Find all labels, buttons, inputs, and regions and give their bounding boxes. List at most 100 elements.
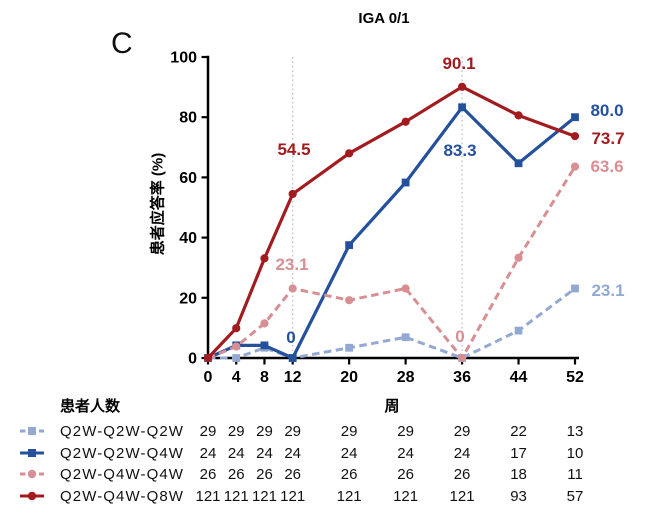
count-value-week-52: 10 <box>566 444 584 462</box>
data-label-90.1: 90.1 <box>442 54 475 73</box>
series-Q2W-Q4W-Q8W-marker <box>401 117 410 126</box>
count-value-week-20: 121 <box>336 487 362 505</box>
count-value-week-36: 29 <box>453 423 471 440</box>
series-Q2W-Q2W-Q4W-marker <box>514 159 523 168</box>
count-value-week-12: 29 <box>284 423 302 440</box>
chart-title: IGA 0/1 <box>358 10 410 27</box>
series-Q2W-Q2W-Q4W-marker <box>401 178 410 187</box>
series-Q2W-Q4W-Q4W-marker <box>514 253 523 262</box>
counts-row-Q2W-Q4W-Q8W: Q2W-Q4W-Q8W 121 121 121 121 121 121 121 93 57 <box>0 488 670 506</box>
count-value-week-20: 26 <box>340 466 358 483</box>
count-value-week-44: 22 <box>510 423 527 440</box>
count-value-week-12: 121 <box>280 487 306 505</box>
count-value-week-4: 121 <box>223 487 249 505</box>
count-value-week-36: 121 <box>449 487 475 505</box>
count-value-week-52: 13 <box>566 423 584 440</box>
data-label-80.0: 80.0 <box>590 101 623 120</box>
counts-row-label: Q2W-Q4W-Q4W <box>60 466 185 483</box>
series-line-Q2W-Q4W-Q8W <box>206 85 576 360</box>
count-value-week-44: 18 <box>510 466 527 483</box>
panel-label: C <box>111 27 133 60</box>
count-value-week-4: 26 <box>227 466 245 483</box>
x-tick-label: 20 <box>340 369 358 386</box>
count-value-week-0: 26 <box>199 466 217 483</box>
y-tick-label: 60 <box>179 170 197 187</box>
series-Q2W-Q2W-Q4W-marker <box>260 341 269 350</box>
series-Q2W-Q4W-Q4W-marker <box>401 284 410 293</box>
count-value-week-28: 121 <box>393 487 419 505</box>
counts-row-Q2W-Q2W-Q4W: Q2W-Q2W-Q4W 24 24 24 24 24 24 24 17 10 <box>0 445 670 463</box>
count-value-week-4: 29 <box>227 423 245 440</box>
series-Q2W-Q4W-Q8W-marker <box>288 189 297 199</box>
count-value-week-8: 26 <box>256 466 273 483</box>
series-Q2W-Q4W-Q8W-marker <box>570 132 580 141</box>
legend-key-circle-icon <box>20 469 44 479</box>
count-value-week-28: 29 <box>397 423 414 440</box>
x-tick-label: 52 <box>566 369 584 386</box>
counts-table-header: 患者人数 <box>60 398 121 415</box>
x-tick-label: 0 <box>204 369 213 386</box>
x-axis-label: 周 <box>384 398 400 415</box>
series-Q2W-Q2W-Q2W-marker <box>232 354 241 362</box>
x-tick-label: 36 <box>453 369 471 386</box>
series-Q2W-Q4W-Q8W-marker <box>514 111 523 120</box>
legend-key-circle-icon <box>20 491 44 500</box>
x-tick-label: 8 <box>260 369 269 386</box>
series-Q2W-Q2W-Q2W-marker <box>514 326 523 335</box>
series-Q2W-Q4W-Q4W-marker <box>260 319 269 328</box>
count-value-week-12: 24 <box>284 444 302 462</box>
series-Q2W-Q4W-Q4W-marker <box>232 342 241 351</box>
counts-row-label: Q2W-Q2W-Q2W <box>60 423 185 440</box>
count-value-week-0: 121 <box>195 487 221 505</box>
count-value-week-44: 17 <box>510 444 527 462</box>
data-label-23.1: 23.1 <box>275 255 308 274</box>
x-tick-label: 28 <box>397 369 415 386</box>
series-Q2W-Q4W-Q8W-marker <box>457 82 467 91</box>
legend-key-square-icon <box>20 427 44 435</box>
series-Q2W-Q4W-Q4W-marker <box>345 296 354 305</box>
series-Q2W-Q4W-Q4W-marker <box>288 284 297 293</box>
count-value-week-0: 29 <box>199 423 217 440</box>
count-value-week-36: 26 <box>453 466 471 483</box>
count-value-week-8: 121 <box>251 487 277 505</box>
data-label-83.3: 83.3 <box>443 141 476 160</box>
line-chart: 0 20 40 60 80 100 0 4 8 12 20 28 36 44 52 54.5 90.1 83.3 8… <box>170 50 624 387</box>
series-Q2W-Q2W-Q2W-marker <box>345 343 354 352</box>
x-tick-label: 44 <box>510 369 528 386</box>
data-label-54.5: 54.5 <box>277 140 310 159</box>
series-Q2W-Q2W-Q4W-marker <box>345 241 354 250</box>
series-Q2W-Q2W-Q4W-marker <box>571 113 579 122</box>
series-Q2W-Q4W-Q8W-marker <box>232 324 241 333</box>
y-tick-label: 80 <box>179 110 197 127</box>
count-value-week-20: 24 <box>340 444 358 462</box>
counts-row-Q2W-Q4W-Q4W: Q2W-Q4W-Q4W 26 26 26 26 26 26 26 18 11 <box>0 466 670 484</box>
series-Q2W-Q4W-Q8W-marker <box>203 353 213 363</box>
count-value-week-36: 24 <box>453 444 471 462</box>
x-tick-label: 4 <box>232 369 241 386</box>
data-label-0: 0 <box>455 327 464 346</box>
legend-key-square-icon <box>20 448 44 457</box>
y-tick-label: 20 <box>179 290 197 307</box>
count-value-week-20: 29 <box>340 423 358 440</box>
y-tick-label: 100 <box>170 50 197 67</box>
y-tick-label: 0 <box>188 351 197 368</box>
data-label-63.6: 63.6 <box>590 157 623 176</box>
data-label-23.1: 23.1 <box>591 281 624 300</box>
series-Q2W-Q4W-Q4W-marker <box>457 353 467 363</box>
series-Q2W-Q4W-Q8W-marker <box>345 149 354 158</box>
x-tick-label: 12 <box>284 369 302 386</box>
series-Q2W-Q4W-Q4W-marker <box>570 162 580 171</box>
count-value-week-8: 24 <box>256 444 273 462</box>
count-value-week-4: 24 <box>227 444 245 462</box>
counts-row-label: Q2W-Q2W-Q4W <box>60 444 185 462</box>
series-Q2W-Q2W-Q4W-marker <box>288 354 297 362</box>
data-label-0: 0 <box>286 328 295 347</box>
counts-row-Q2W-Q2W-Q2W: Q2W-Q2W-Q2W 29 29 29 29 29 29 29 22 13 <box>0 423 670 441</box>
count-value-week-28: 24 <box>397 444 414 462</box>
series-Q2W-Q4W-Q8W-marker <box>260 254 269 263</box>
count-value-week-52: 57 <box>566 487 584 505</box>
count-value-week-52: 11 <box>567 466 583 483</box>
count-value-week-44: 93 <box>510 487 527 505</box>
y-tick-label: 40 <box>179 230 197 247</box>
count-value-week-12: 26 <box>284 466 302 483</box>
